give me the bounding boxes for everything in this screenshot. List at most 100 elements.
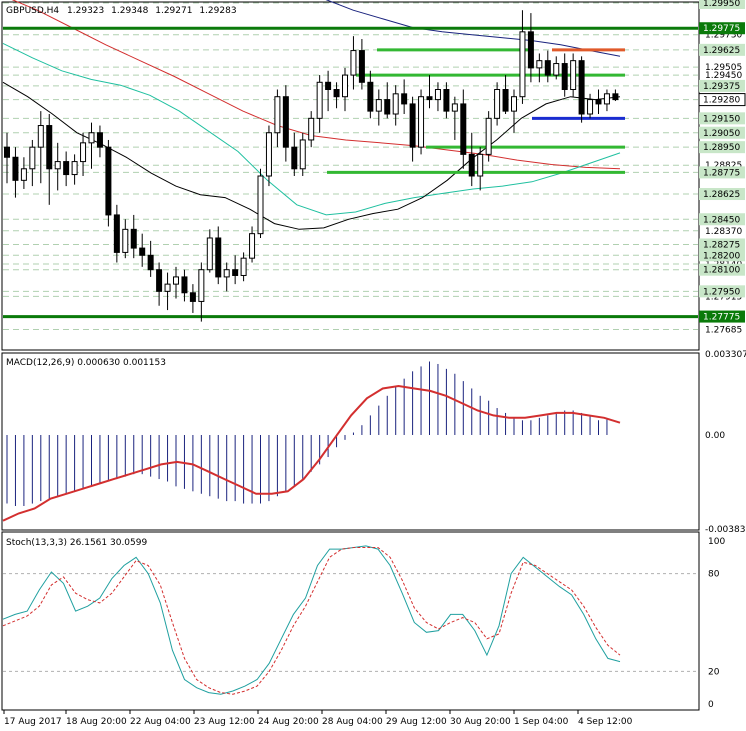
candle-body [282, 96, 289, 148]
candle-body [308, 117, 315, 141]
level-price-box [699, 188, 745, 201]
chart-title: GBPUSD,H4 1.29323 1.29348 1.29271 1.2928… [6, 6, 237, 16]
candle-body [240, 257, 247, 276]
level-price-tag-text: 1.29775 [703, 24, 740, 34]
macd-signal-line [2, 384, 621, 522]
candle-body [173, 276, 179, 285]
candle-body [265, 132, 272, 177]
time-tick-label: 22 Aug 04:00 [130, 717, 191, 727]
candle-body [189, 292, 196, 302]
level-price-box-text: 1.28625 [703, 190, 740, 200]
level-price-tag [699, 310, 745, 323]
stoch-panel-frame [1, 531, 700, 711]
price-axis: 1.29950 1.29775 1.29625 1.295051.294501.293… [698, 0, 746, 336]
candle-body [54, 161, 61, 170]
price-tick-label: 1.29730 [705, 31, 742, 41]
candle-body [544, 60, 551, 76]
candle-body [316, 81, 323, 119]
close-value: 1.29283 [199, 6, 236, 16]
candle-body [587, 99, 594, 115]
current-price-tag-text: 1.29280 [703, 96, 740, 106]
candle-body [80, 142, 87, 163]
level-price-box-text: 1.29625 [703, 46, 740, 56]
candle-body [71, 161, 78, 176]
candle-body [257, 175, 264, 235]
candle-body [375, 99, 382, 112]
candle-body [88, 132, 95, 144]
candle-body [384, 99, 391, 115]
macd-title: MACD(12,26,9) 0.000630 0.001153 [6, 358, 166, 368]
candle-body [527, 31, 534, 69]
time-tick-label: 28 Aug 04:00 [322, 717, 383, 727]
candle-body [485, 117, 492, 155]
candle-body [451, 103, 458, 112]
level-price-box [699, 112, 745, 125]
candle-body [181, 276, 188, 294]
time-tick-label: 30 Aug 20:00 [450, 717, 511, 727]
stoch-tick-label: 80 [708, 570, 720, 580]
candle-body [164, 283, 171, 292]
candle-body [122, 228, 129, 253]
candle-body [612, 93, 619, 101]
level-price-box [699, 43, 745, 56]
candle-body [536, 60, 543, 69]
candle-body [418, 96, 425, 148]
level-price-box-text: 1.27950 [703, 287, 740, 297]
level-price-box [699, 249, 745, 262]
level-price-box [699, 213, 745, 226]
candle-body [223, 269, 230, 278]
candle-body [291, 146, 298, 170]
candle-body [578, 60, 585, 115]
candle-body [595, 99, 602, 105]
price-tick-label: 1.29450 [705, 71, 742, 81]
time-tick-label: 1 Sep 04:00 [514, 717, 569, 727]
candle-body [443, 89, 450, 112]
candle-body [299, 139, 306, 170]
level-price-box-text: 1.29050 [703, 129, 740, 139]
candle-body [29, 146, 36, 170]
level-price-tag [699, 22, 745, 35]
time-tick-label: 23 Aug 12:00 [194, 717, 255, 727]
level-price-box [699, 0, 745, 9]
candle-body [401, 93, 408, 105]
moving-average-turquoise [2, 42, 621, 216]
macd-histogram: 0.003307 0.00 -0.003839 [2, 350, 746, 535]
level-price-box [699, 79, 745, 92]
level-price-box-text: 1.28200 [703, 251, 740, 261]
candle-body [511, 96, 517, 112]
high-value: 1.29348 [111, 6, 148, 16]
candle-body [113, 214, 120, 253]
price-tick-label: 1.29505 [705, 63, 742, 73]
stoch-title: Stoch(13,3,3) 26.1561 30.0599 [6, 538, 147, 548]
stoch-main-line [2, 545, 621, 695]
candle-body [392, 93, 399, 115]
candle-body [477, 153, 484, 177]
current-price-tag [698, 93, 746, 107]
macd-tick-label: 0.00 [705, 431, 725, 441]
candle-body [426, 96, 433, 101]
level-price-box [699, 166, 745, 179]
candle-body [139, 247, 146, 256]
candle-body [460, 103, 467, 155]
candle-body [367, 81, 374, 112]
level-price-box-text: 1.28275 [703, 240, 740, 250]
candle-body [4, 146, 10, 158]
level-price-box-text: 1.29150 [703, 114, 740, 124]
stoch-tick-label: 0 [708, 700, 714, 710]
candle-body [358, 50, 365, 83]
candle-body [468, 153, 475, 177]
time-tick-label: 24 Aug 20:00 [258, 717, 319, 727]
level-price-box-text: 1.28775 [703, 168, 740, 178]
candle-body [20, 168, 27, 181]
candle-body [274, 96, 281, 134]
candle-body [342, 74, 348, 98]
candlesticks [4, 10, 619, 322]
level-price-box-text: 1.29950 [703, 0, 740, 9]
candle-body [156, 269, 163, 292]
candle-body [215, 237, 222, 278]
symbol-label: GBPUSD,H4 [6, 6, 59, 16]
candle-body [130, 228, 137, 249]
time-tick-label: 4 Sep 12:00 [578, 717, 633, 727]
macd-tick-label: -0.003839 [705, 525, 746, 535]
time-tick-label: 29 Aug 12:00 [386, 717, 447, 727]
